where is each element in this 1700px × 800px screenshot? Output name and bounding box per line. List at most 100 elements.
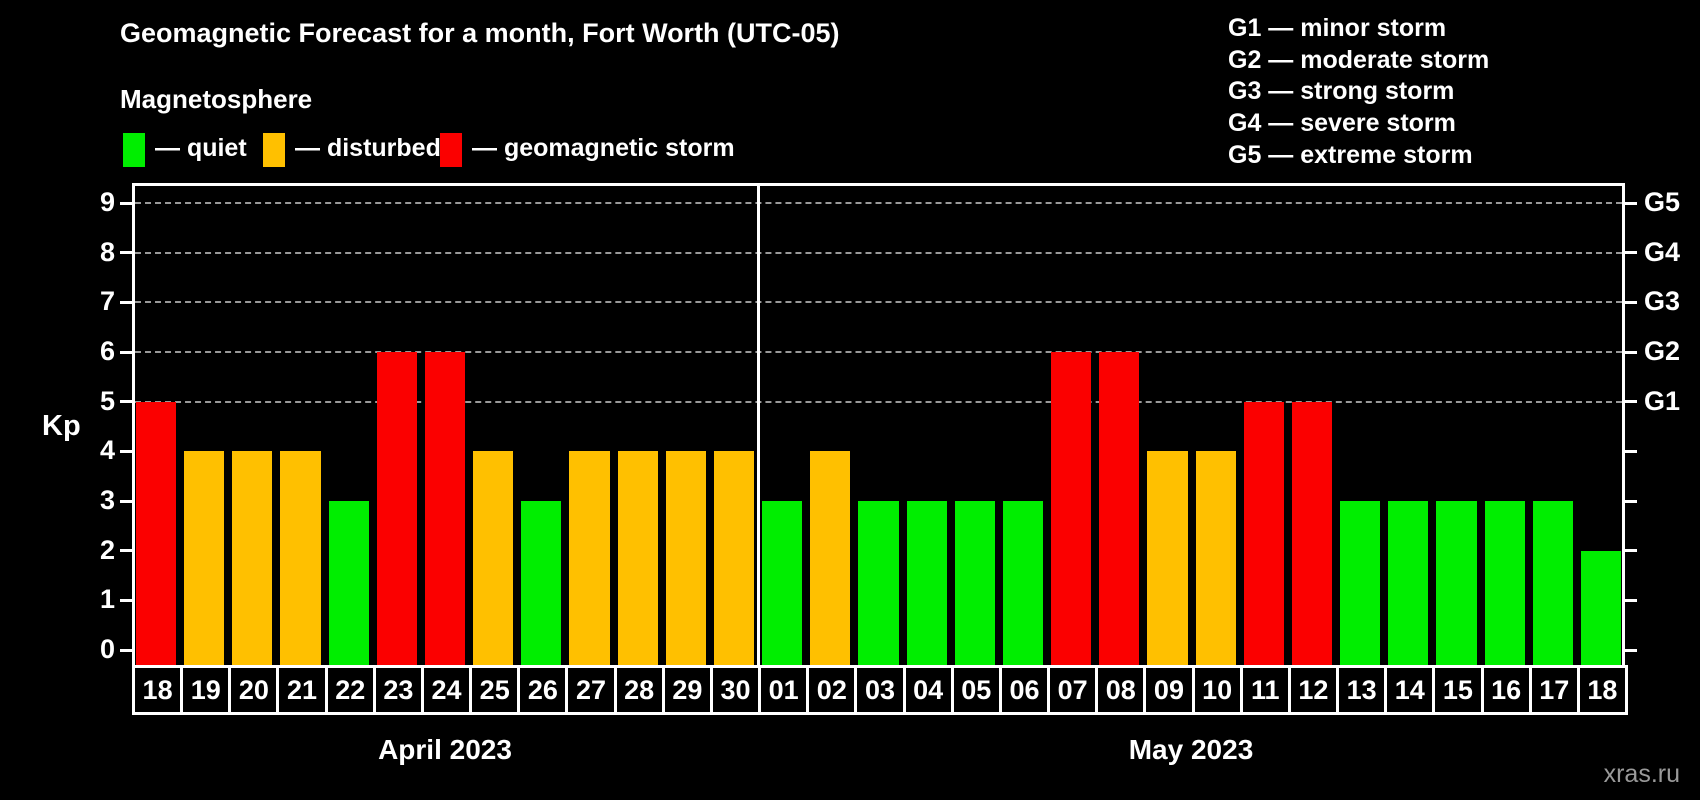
x-axis-day-label: 29 — [661, 665, 713, 715]
left-axis-tick — [120, 499, 132, 503]
kp-bar-17 — [1532, 501, 1573, 665]
quiet-color-swatch — [123, 133, 145, 167]
gridline-kp7 — [135, 301, 1622, 304]
g-scale-legend-line-g3: G3 — strong storm — [1228, 77, 1455, 106]
y-axis-tick-label: 1 — [99, 584, 115, 615]
legend-label-quiet: — quiet — [155, 134, 247, 162]
right-axis-tick — [1625, 598, 1637, 602]
chart-subtitle: Magnetosphere — [120, 84, 313, 114]
kp-bar-27 — [569, 451, 610, 665]
right-axis-tick — [1625, 648, 1637, 652]
left-axis-tick — [120, 648, 132, 652]
g-scale-legend-line-g4: G4 — severe storm — [1228, 109, 1456, 138]
x-axis-day-label: 09 — [1143, 665, 1195, 715]
kp-bar-22 — [328, 501, 369, 665]
x-axis-day-label: 06 — [998, 665, 1051, 715]
right-axis-tick — [1625, 300, 1637, 304]
left-axis-tick — [120, 449, 132, 453]
x-axis-day-label: 17 — [1528, 665, 1580, 715]
x-axis-day-label: 20 — [228, 665, 280, 715]
x-axis-day-label: 13 — [1336, 665, 1388, 715]
right-axis-tick — [1625, 499, 1637, 503]
right-axis-tick — [1625, 251, 1637, 255]
x-axis-day-label: 12 — [1287, 665, 1340, 715]
disturbed-color-swatch — [263, 133, 285, 167]
kp-bar-23 — [376, 352, 417, 665]
x-axis-day-label: 11 — [1239, 665, 1291, 715]
x-axis-day-label: 16 — [1480, 665, 1532, 715]
right-axis-tick — [1625, 449, 1637, 453]
x-axis-day-label: 18 — [1576, 665, 1628, 715]
chart-title: Geomagnetic Forecast for a month, Fort W… — [120, 18, 840, 48]
left-axis-tick — [120, 350, 132, 354]
y-axis-tick-label: 9 — [99, 187, 115, 217]
x-axis-day-label: 01 — [758, 665, 810, 715]
y-axis-tick-label: 7 — [99, 286, 115, 317]
x-axis-day-label: 08 — [1095, 665, 1147, 715]
kp-bar-18 — [1580, 550, 1621, 665]
right-axis-tick — [1625, 549, 1637, 553]
x-axis-day-label: 28 — [613, 665, 665, 715]
kp-bar-15 — [1436, 501, 1477, 665]
g-scale-tick-label: G1 — [1644, 385, 1681, 416]
y-axis-tick-label: 2 — [99, 534, 115, 565]
left-axis-tick — [120, 201, 132, 205]
g-scale-tick-label: G3 — [1644, 286, 1681, 317]
x-axis-day-label: 23 — [372, 665, 424, 715]
x-axis-day-label: 25 — [469, 665, 521, 715]
kp-bar-03 — [858, 501, 899, 665]
x-axis-day-label: 03 — [854, 665, 906, 715]
kp-bar-26 — [521, 501, 562, 665]
x-axis-day-label: 14 — [1384, 665, 1436, 715]
gridline-kp9 — [135, 202, 1622, 204]
gridline-kp8 — [135, 251, 1622, 254]
y-axis-tick-label: 4 — [99, 435, 115, 466]
g-scale-legend-line-g5: G5 — extreme storm — [1228, 140, 1473, 169]
left-axis-tick — [120, 400, 132, 404]
kp-bar-07 — [1051, 352, 1092, 665]
kp-bar-18 — [136, 401, 177, 665]
kp-bar-29 — [665, 451, 706, 665]
gridline-kp6 — [135, 351, 1622, 353]
g-scale-legend: G1 — minor storm G2 — moderate storm G3 … — [1228, 13, 1489, 172]
x-axis-day-label: 10 — [1191, 665, 1243, 715]
month-label-may: May 2023 — [1128, 734, 1254, 765]
right-axis-tick — [1625, 350, 1637, 354]
g-scale-tick-label: G5 — [1644, 187, 1681, 217]
kp-bar-13 — [1340, 501, 1381, 665]
kp-bar-16 — [1484, 501, 1525, 665]
kp-bar-10 — [1195, 451, 1236, 665]
x-axis-day-label: 04 — [902, 665, 954, 715]
left-axis-tick — [120, 300, 132, 304]
x-axis-day-label: 30 — [709, 665, 762, 715]
x-axis-day-label: 27 — [565, 665, 617, 715]
legend-label-disturbed: — disturbed — [295, 134, 441, 162]
left-axis-tick — [120, 598, 132, 602]
x-axis-day-label: 22 — [324, 665, 376, 715]
y-axis-title: Kp — [42, 410, 81, 442]
x-axis-day-label: 24 — [420, 665, 473, 715]
legend-label-storm: — geomagnetic storm — [472, 134, 735, 162]
y-axis-tick-label: 0 — [99, 634, 115, 664]
x-axis-day-label: 07 — [1047, 665, 1099, 715]
g-scale-legend-line-g2: G2 — moderate storm — [1228, 45, 1490, 74]
kp-bar-21 — [280, 451, 321, 665]
month-separator-line — [756, 183, 760, 668]
kp-bar-11 — [1243, 401, 1284, 665]
gridline-kp5 — [135, 400, 1622, 403]
kp-bar-19 — [184, 451, 225, 665]
kp-bar-01 — [762, 501, 803, 665]
kp-bar-04 — [906, 501, 947, 665]
g-scale-legend-line-g1: G1 — minor storm — [1228, 14, 1447, 42]
kp-bar-24 — [424, 352, 466, 665]
kp-bar-05 — [954, 501, 995, 665]
g-scale-tick-label: G2 — [1644, 336, 1681, 366]
right-axis-tick — [1625, 201, 1637, 205]
y-axis-tick-label: 5 — [99, 385, 115, 416]
x-axis-day-label: 19 — [180, 665, 232, 715]
month-label-april: April 2023 — [378, 734, 512, 765]
kp-bar-08 — [1099, 352, 1140, 665]
y-axis-tick-label: 3 — [99, 485, 115, 515]
kp-bar-06 — [1002, 501, 1044, 665]
kp-bar-09 — [1147, 451, 1188, 665]
